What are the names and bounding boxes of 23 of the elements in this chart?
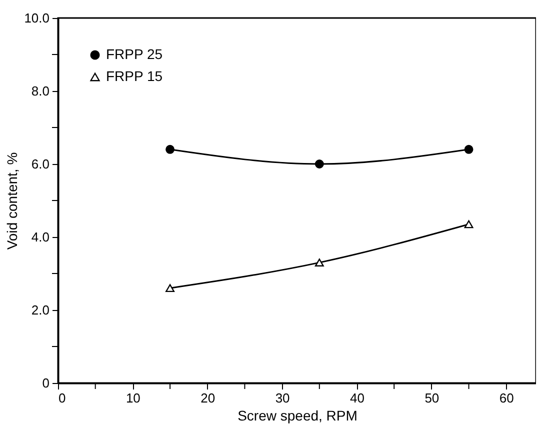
y-axis-title: Void content, % (4, 152, 20, 250)
y-tick-label: 4.0 (31, 230, 50, 244)
point (464, 144, 474, 154)
x-tick-label: 30 (275, 390, 290, 406)
legend-label: FRPP 15 (106, 68, 163, 84)
x-tick-label: 40 (350, 390, 364, 406)
point (166, 284, 175, 292)
legend-label: FRPP 25 (106, 46, 163, 62)
point (314, 258, 324, 267)
x-tick-label: 20 (200, 390, 216, 406)
y-tick-label: 8.0 (31, 84, 50, 98)
point (314, 160, 324, 168)
y-tick-label: 2.0 (31, 302, 50, 318)
y-tick-label: 6.0 (31, 156, 50, 172)
x-axis-title: Screw speed, RPM (238, 408, 358, 424)
x-tick-label: 0 (58, 390, 66, 406)
y-tick-label: 0 (42, 376, 50, 390)
x-tick-label: 50 (424, 390, 440, 406)
point (464, 220, 474, 228)
point (166, 144, 175, 154)
x-tick-label: 60 (499, 390, 514, 406)
y-tick-label: 10.0 (24, 10, 50, 26)
x-tick-label: 10 (126, 390, 140, 406)
